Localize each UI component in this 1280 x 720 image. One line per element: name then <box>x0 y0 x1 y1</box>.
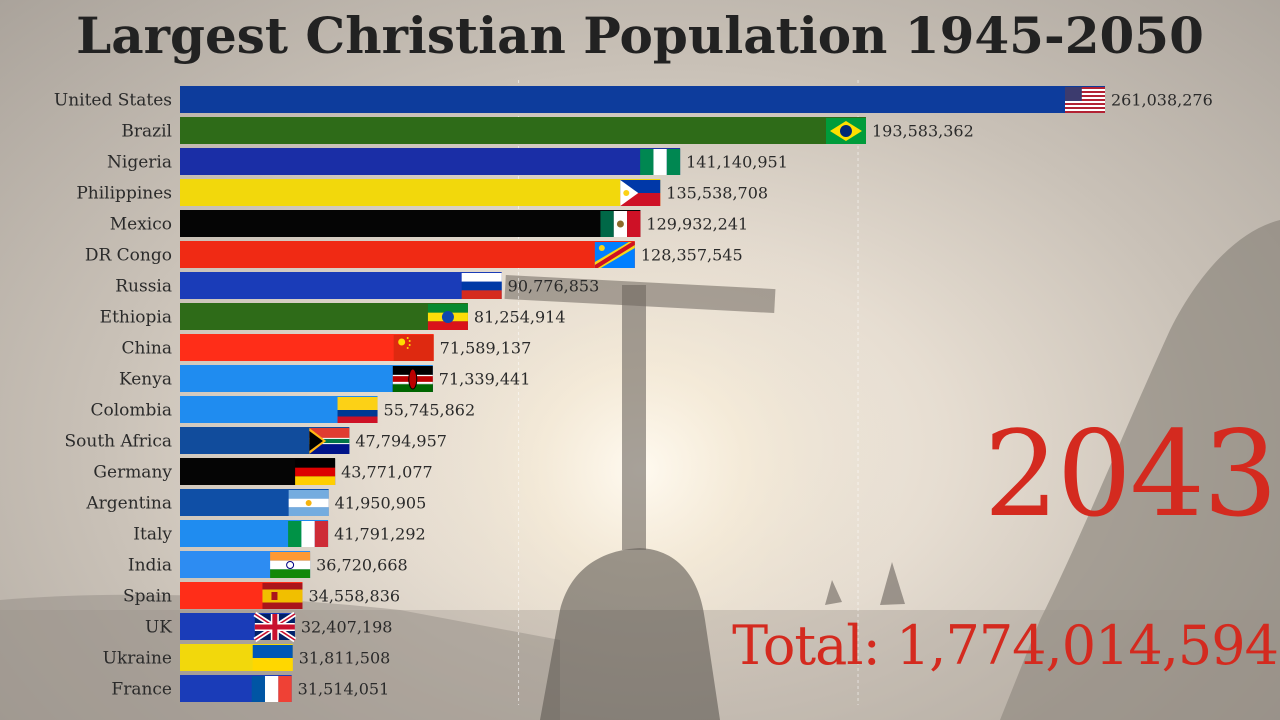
value-label: 34,558,836 <box>308 587 400 606</box>
value-label: 32,407,198 <box>301 618 393 637</box>
bar <box>180 210 641 237</box>
bar-row: France 31,514,051 <box>111 675 389 702</box>
value-label: 41,950,905 <box>335 494 427 513</box>
bar-row: Nigeria 141,140,951 <box>107 148 788 175</box>
category-label: DR Congo <box>85 246 172 266</box>
bar-row: Spain 34,558,836 <box>123 582 400 609</box>
value-label: 193,583,362 <box>872 122 974 141</box>
category-label: Italy <box>133 525 172 545</box>
category-label: Brazil <box>121 122 172 142</box>
category-label: India <box>128 556 172 576</box>
flag-icon <box>252 645 293 671</box>
value-label: 90,776,853 <box>508 277 600 296</box>
flag-icon <box>262 583 303 609</box>
value-label: 31,811,508 <box>299 649 391 668</box>
bar-row: Kenya 71,339,441 <box>119 365 530 392</box>
chart-title: Largest Christian Population 1945-2050 <box>76 6 1204 65</box>
flag-icon <box>1065 87 1105 113</box>
flag-icon <box>295 459 336 485</box>
category-label: Russia <box>115 277 172 297</box>
flag-icon <box>392 366 433 392</box>
bar-row: UK 32,407,198 <box>145 611 393 643</box>
flag-icon <box>825 118 866 144</box>
value-label: 47,794,957 <box>355 432 447 451</box>
bar-row: Ethiopia 81,254,914 <box>100 303 566 330</box>
category-label: China <box>122 339 172 359</box>
value-label: 43,771,077 <box>341 463 433 482</box>
value-label: 31,514,051 <box>298 680 390 699</box>
bar <box>180 117 866 144</box>
bar-row: India 36,720,668 <box>128 551 408 578</box>
flag-icon <box>620 180 661 206</box>
flag-icon <box>309 428 350 454</box>
bar-row: Argentina 41,950,905 <box>85 489 426 516</box>
bar-row: Brazil 193,583,362 <box>121 117 974 144</box>
bar-row: United States 261,038,276 <box>54 86 1213 113</box>
value-label: 71,339,441 <box>439 370 531 389</box>
bar <box>180 272 502 299</box>
category-label: Germany <box>93 463 172 483</box>
flag-icon <box>393 335 434 361</box>
flag-icon <box>270 552 311 578</box>
bar-row: Italy 41,791,292 <box>133 520 426 547</box>
category-label: Ethiopia <box>100 308 172 328</box>
category-label: Spain <box>123 587 172 607</box>
value-label: 261,038,276 <box>1111 91 1213 110</box>
bar-row: DR Congo 128,357,545 <box>85 241 743 268</box>
value-label: 41,791,292 <box>334 525 426 544</box>
flag-icon <box>427 304 468 330</box>
flag-icon <box>600 211 641 237</box>
value-label: 141,140,951 <box>686 153 788 172</box>
category-label: Nigeria <box>107 153 172 173</box>
bar <box>180 148 681 175</box>
bar-row: Colombia 55,745,862 <box>91 396 476 423</box>
bar-row: Germany 43,771,077 <box>93 458 433 485</box>
bar <box>180 86 1105 113</box>
bar <box>180 179 661 206</box>
category-label: United States <box>54 91 172 111</box>
flag-icon <box>288 521 329 547</box>
flag-icon <box>337 397 378 423</box>
bar-row: China 71,589,137 <box>122 334 532 361</box>
bar-row: South Africa 47,794,957 <box>64 427 447 454</box>
value-label: 55,745,862 <box>384 401 476 420</box>
bar-row: Philippines 135,538,708 <box>76 179 768 206</box>
bar <box>180 334 434 361</box>
flag-icon <box>253 611 297 643</box>
category-label: South Africa <box>64 432 172 452</box>
category-label: Mexico <box>110 215 172 235</box>
flag-icon <box>461 273 502 299</box>
value-label: 36,720,668 <box>316 556 408 575</box>
flag-icon <box>288 490 329 516</box>
bar <box>180 365 433 392</box>
year-label: 2043 <box>983 405 1278 543</box>
value-label: 71,589,137 <box>440 339 532 358</box>
category-label: Philippines <box>76 184 172 204</box>
value-label: 135,538,708 <box>666 184 768 203</box>
category-label: Colombia <box>91 401 173 421</box>
value-label: 81,254,914 <box>474 308 566 327</box>
bar <box>180 241 635 268</box>
category-label: France <box>111 680 172 700</box>
category-label: Kenya <box>119 370 172 390</box>
flag-icon <box>594 242 635 268</box>
category-label: Argentina <box>85 494 172 514</box>
category-label: Ukraine <box>103 649 172 669</box>
value-label: 129,932,241 <box>646 215 748 234</box>
bar-row: Mexico 129,932,241 <box>110 210 748 237</box>
bar-row: Russia 90,776,853 <box>115 272 599 299</box>
bar-row: Ukraine 31,811,508 <box>103 644 391 671</box>
category-label: UK <box>145 618 172 638</box>
flag-icon <box>640 149 681 175</box>
flag-icon <box>251 676 292 702</box>
value-label: 128,357,545 <box>641 246 743 265</box>
total-label: Total: 1,774,014,594 <box>732 614 1279 677</box>
bar <box>180 303 468 330</box>
